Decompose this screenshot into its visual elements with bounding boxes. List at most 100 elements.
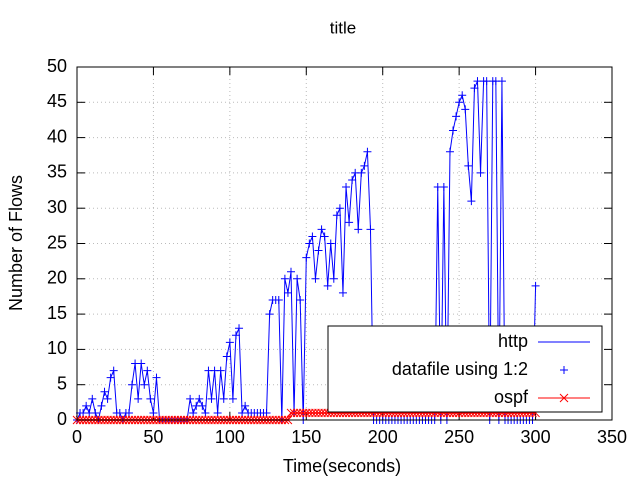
- x-tick-label: 0: [72, 427, 82, 447]
- data-point: [332, 211, 341, 220]
- y-tick-label: 35: [47, 162, 67, 182]
- data-point: [338, 288, 347, 297]
- x-tick-label: 50: [143, 427, 163, 447]
- legend-label: datafile using 1:2: [392, 359, 528, 379]
- data-point: [228, 394, 237, 403]
- data-point: [445, 147, 454, 156]
- data-point: [317, 225, 326, 234]
- data-point: [320, 408, 329, 418]
- data-point: [143, 366, 152, 375]
- data-point: [262, 408, 271, 417]
- x-tick-label: 200: [368, 427, 398, 447]
- y-tick-label: 50: [47, 56, 67, 76]
- data-point: [283, 288, 292, 297]
- data-point: [357, 168, 366, 177]
- data-point: [195, 394, 204, 403]
- data-point: [235, 324, 244, 333]
- data-point: [461, 105, 470, 114]
- data-point: [225, 338, 234, 347]
- data-point: [293, 274, 302, 283]
- data-point: [458, 91, 467, 100]
- data-point: [97, 401, 106, 410]
- data-point: [320, 232, 329, 241]
- data-point: [308, 408, 317, 418]
- y-tick-label: 45: [47, 91, 67, 111]
- data-point: [314, 246, 323, 255]
- data-point: [366, 225, 375, 234]
- legend-marker: [560, 366, 568, 374]
- data-point: [323, 281, 332, 290]
- data-point: [311, 408, 320, 418]
- data-point: [149, 408, 158, 417]
- data-point: [329, 274, 338, 283]
- data-point: [152, 373, 161, 382]
- data-point: [106, 373, 115, 382]
- data-point: [219, 394, 228, 403]
- data-point: [345, 218, 354, 227]
- data-point: [241, 401, 250, 410]
- data-point: [296, 295, 305, 304]
- data-point: [455, 98, 464, 107]
- y-tick-label: 40: [47, 126, 67, 146]
- data-point: [301, 408, 311, 418]
- legend-label: ospf: [494, 387, 529, 407]
- x-tick-label: 150: [291, 427, 321, 447]
- x-tick-label: 350: [597, 427, 627, 447]
- data-point: [464, 161, 473, 170]
- data-point: [100, 387, 109, 396]
- data-point: [326, 239, 335, 248]
- x-tick-label: 300: [521, 427, 551, 447]
- data-point: [146, 394, 155, 403]
- data-point: [317, 408, 326, 418]
- y-tick-label: 30: [47, 197, 67, 217]
- legend-marker: [559, 393, 569, 403]
- data-point: [470, 84, 479, 93]
- data-point: [289, 408, 299, 418]
- x-tick-label: 100: [215, 427, 245, 447]
- data-point: [439, 183, 448, 192]
- data-point: [82, 401, 91, 410]
- x-tick-label: 250: [444, 427, 474, 447]
- y-axis-label: Number of Flows: [6, 175, 26, 311]
- data-point: [305, 239, 314, 248]
- data-point: [531, 281, 540, 290]
- data-point: [213, 408, 222, 417]
- data-point: [354, 225, 363, 234]
- data-point: [308, 232, 317, 241]
- data-point: [140, 380, 149, 389]
- data-point: [88, 394, 97, 403]
- data-point: [298, 408, 308, 418]
- data-point: [109, 366, 118, 375]
- data-point: [280, 274, 289, 283]
- y-tick-label: 25: [47, 232, 67, 252]
- data-point: [452, 112, 461, 121]
- data-point: [295, 408, 305, 418]
- data-point: [449, 126, 458, 135]
- chart-title: title: [330, 18, 356, 37]
- data-point: [124, 408, 133, 417]
- data-point: [335, 204, 344, 213]
- legend-label: http: [498, 331, 528, 351]
- y-tick-label: 20: [47, 268, 67, 288]
- plot-border: [76, 66, 613, 421]
- data-point: [265, 310, 274, 319]
- data-point: [274, 295, 283, 304]
- data-point: [137, 359, 146, 368]
- data-point: [134, 394, 143, 403]
- data-point: [103, 394, 112, 403]
- data-point: [231, 331, 240, 340]
- data-point: [198, 401, 207, 410]
- data-point: [302, 253, 311, 262]
- data-point: [476, 168, 485, 177]
- data-point: [314, 408, 323, 418]
- data-point: [186, 394, 195, 403]
- y-tick-label: 15: [47, 303, 67, 323]
- data-point: [222, 352, 231, 361]
- data-point: [91, 408, 100, 417]
- data-point: [189, 408, 198, 417]
- data-point: [128, 380, 137, 389]
- data-point: [360, 161, 369, 170]
- data-point: [311, 274, 320, 283]
- data-point: [287, 267, 295, 276]
